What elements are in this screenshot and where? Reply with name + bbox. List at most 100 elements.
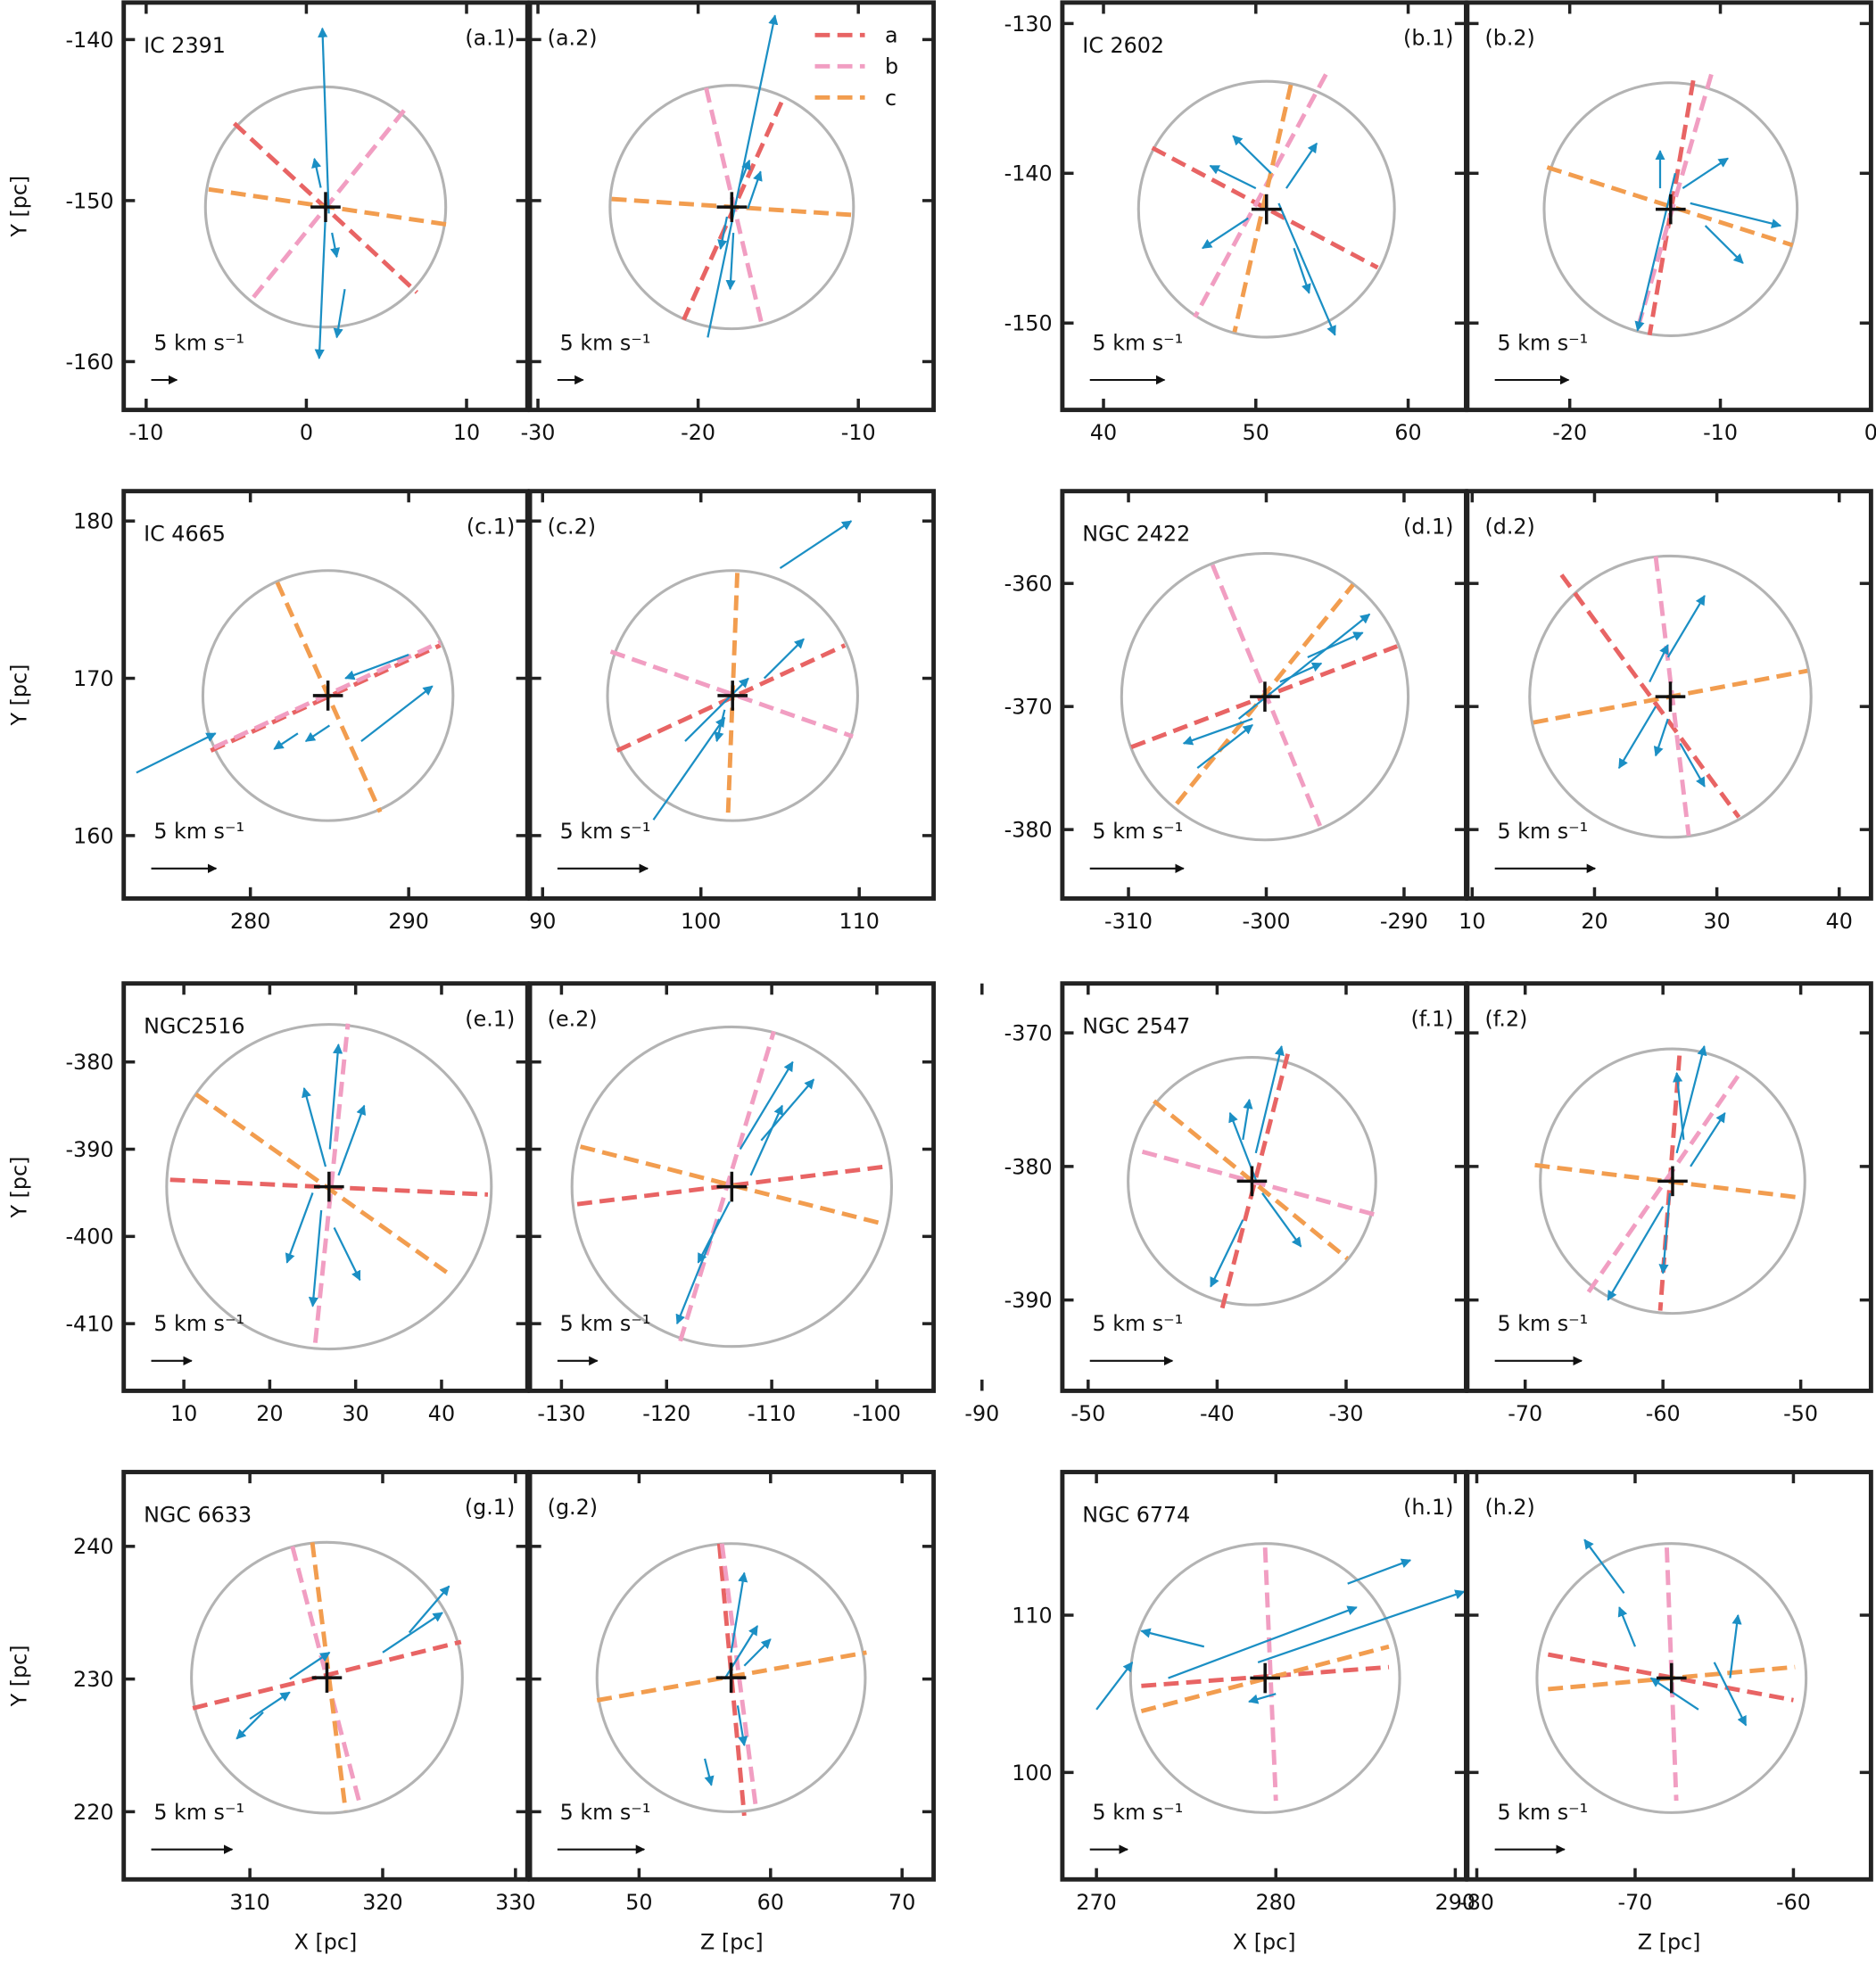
x-tick-label: 0 bbox=[300, 420, 313, 445]
x-tick-label: 40 bbox=[428, 1401, 455, 1426]
panel: 50 60 70 (g.2) Z [pc] 5 km s⁻¹ bbox=[527, 1470, 937, 1955]
panel: -10 0 10 -140 -150 -160 IC 2391 (a.1) Y [pc] 5 km… bbox=[6, 0, 530, 445]
x-tick-label: -110 bbox=[748, 1401, 796, 1426]
panel-frame bbox=[121, 489, 530, 901]
velocity-vector bbox=[725, 232, 736, 291]
panel-label: (b.2) bbox=[1484, 26, 1534, 51]
panel: -80 -70 -60 (h.2) Z [pc] 5 km s⁻¹ bbox=[1459, 1470, 1873, 1955]
cluster-name: NGC 6633 bbox=[144, 1503, 252, 1528]
panel: -50 -40 -30 -370 -380 -390 NGC 2547 (f.1) 5 km s… bbox=[1004, 981, 1468, 1426]
velocity-vector bbox=[333, 289, 346, 339]
panel-label: (a.1) bbox=[465, 26, 515, 51]
x-axis-label: Z [pc] bbox=[1638, 1930, 1701, 1955]
axis-line bbox=[609, 649, 854, 739]
panel: 10 20 30 40 (d.2) 5 km s⁻¹ bbox=[1459, 489, 1873, 934]
velocity-vector bbox=[1690, 1112, 1726, 1167]
member-circle bbox=[1542, 81, 1799, 337]
y-tick-label: 220 bbox=[73, 1800, 113, 1825]
x-tick-label: 100 bbox=[681, 909, 721, 934]
axis-line bbox=[1647, 79, 1696, 336]
y-tick-label: -130 bbox=[1004, 12, 1053, 37]
velocity-vector bbox=[1237, 613, 1371, 720]
x-tick-label: 290 bbox=[388, 909, 428, 934]
x-tick-label: -130 bbox=[537, 1401, 585, 1426]
panel-frame bbox=[121, 1470, 530, 1882]
panel-label: (h.1) bbox=[1403, 1495, 1453, 1520]
cluster-name: NGC2516 bbox=[144, 1014, 244, 1039]
velocity-vector bbox=[289, 1651, 331, 1680]
x-tick-label: 90 bbox=[529, 909, 556, 934]
velocity-vector bbox=[1307, 631, 1364, 658]
velocity-vector bbox=[314, 213, 327, 359]
member-circle bbox=[190, 1540, 464, 1815]
panel: 40 50 60 -130 -140 -150 IC 2602 (b.1) 5 km s⁻¹ bbox=[1004, 0, 1468, 445]
panel-label: (b.1) bbox=[1403, 26, 1453, 51]
x-tick-label: -50 bbox=[1783, 1401, 1818, 1426]
scale-label: 5 km s⁻¹ bbox=[1093, 819, 1184, 844]
y-tick-label: 230 bbox=[73, 1667, 113, 1692]
x-tick-label: 60 bbox=[757, 1890, 784, 1915]
panel-label: (d.2) bbox=[1484, 514, 1534, 539]
x-tick-label: -100 bbox=[853, 1401, 901, 1426]
y-axis-label: Y [pc] bbox=[6, 664, 31, 727]
axis-line bbox=[1140, 1644, 1390, 1713]
x-tick-label: 40 bbox=[1090, 420, 1117, 445]
velocity-vector bbox=[273, 732, 299, 750]
x-tick-label: -20 bbox=[1552, 420, 1587, 445]
scale-label: 5 km s⁻¹ bbox=[1497, 1800, 1588, 1825]
x-tick-label: 280 bbox=[1256, 1890, 1296, 1915]
panel: -70 -60 -50 (f.2) 5 km s⁻¹ bbox=[1465, 981, 1873, 1426]
velocity-vector bbox=[652, 716, 726, 821]
x-tick-label: 20 bbox=[1581, 909, 1607, 934]
panel-frame bbox=[1465, 489, 1873, 901]
member-circle bbox=[1136, 79, 1396, 339]
velocity-vector bbox=[1279, 662, 1323, 683]
velocity-vector bbox=[697, 1200, 731, 1264]
scale-label: 5 km s⁻¹ bbox=[1497, 1311, 1588, 1336]
velocity-vector bbox=[1673, 1071, 1685, 1141]
velocity-vector bbox=[1617, 705, 1657, 770]
velocity-vector bbox=[1257, 1589, 1466, 1663]
scale-label: 5 km s⁻¹ bbox=[560, 1800, 651, 1825]
x-tick-label: 20 bbox=[256, 1401, 283, 1426]
panel: 270 280 290 110 100 NGC 6774 (h.1) X [pc] 5 km s… bbox=[1012, 1470, 1475, 1955]
velocity-vector bbox=[1254, 1044, 1285, 1154]
y-tick-label: 180 bbox=[73, 509, 113, 534]
panel: 280 290 180 170 160 IC 4665 (c.1) Y [pc] 5 km s⁻… bbox=[6, 489, 530, 934]
panel-label: (f.1) bbox=[1411, 1006, 1454, 1031]
y-tick-label: 240 bbox=[73, 1534, 113, 1559]
panel-frame bbox=[121, 981, 530, 1393]
y-axis-label: Y [pc] bbox=[6, 1645, 31, 1707]
x-tick-label: -80 bbox=[1459, 1890, 1494, 1915]
x-tick-label: 50 bbox=[625, 1890, 652, 1915]
velocity-vector bbox=[714, 709, 726, 743]
y-tick-label: -400 bbox=[65, 1225, 113, 1250]
x-tick-label: -50 bbox=[1070, 1401, 1105, 1426]
velocity-vector bbox=[1634, 173, 1676, 332]
y-tick-label: -160 bbox=[65, 350, 113, 375]
velocity-vector bbox=[760, 1078, 815, 1142]
panel: -310 -300 -290 -360 -370 -380 NGC 2422 (d.1) 5 k… bbox=[1004, 489, 1468, 934]
velocity-vector bbox=[1675, 1045, 1707, 1154]
y-tick-label: 160 bbox=[73, 823, 113, 848]
velocity-vector bbox=[1713, 1662, 1748, 1727]
x-tick-label: -10 bbox=[1703, 420, 1738, 445]
panel-frame bbox=[527, 981, 937, 1393]
member-circle bbox=[1128, 1542, 1401, 1814]
panel-label: (f.2) bbox=[1484, 1006, 1527, 1031]
velocity-vector bbox=[1583, 1538, 1625, 1594]
y-tick-label: -390 bbox=[1004, 1288, 1053, 1313]
velocity-vector bbox=[704, 1758, 715, 1786]
velocity-vector bbox=[285, 1192, 314, 1264]
cluster-name: NGC 2422 bbox=[1082, 522, 1190, 547]
x-tick-label: -30 bbox=[1329, 1401, 1364, 1426]
x-tick-label: 330 bbox=[495, 1890, 535, 1915]
velocity-vector bbox=[304, 724, 331, 743]
velocity-vector bbox=[717, 216, 729, 251]
x-axis-label: Z [pc] bbox=[700, 1930, 764, 1955]
velocity-vector bbox=[1232, 135, 1272, 175]
panel: -130 -120 -110 -100 -90 (e.2) 5 km s⁻¹ bbox=[527, 981, 999, 1426]
panel-frame bbox=[1465, 981, 1873, 1393]
velocity-vector bbox=[1140, 1628, 1205, 1648]
velocity-vector bbox=[236, 1711, 264, 1740]
